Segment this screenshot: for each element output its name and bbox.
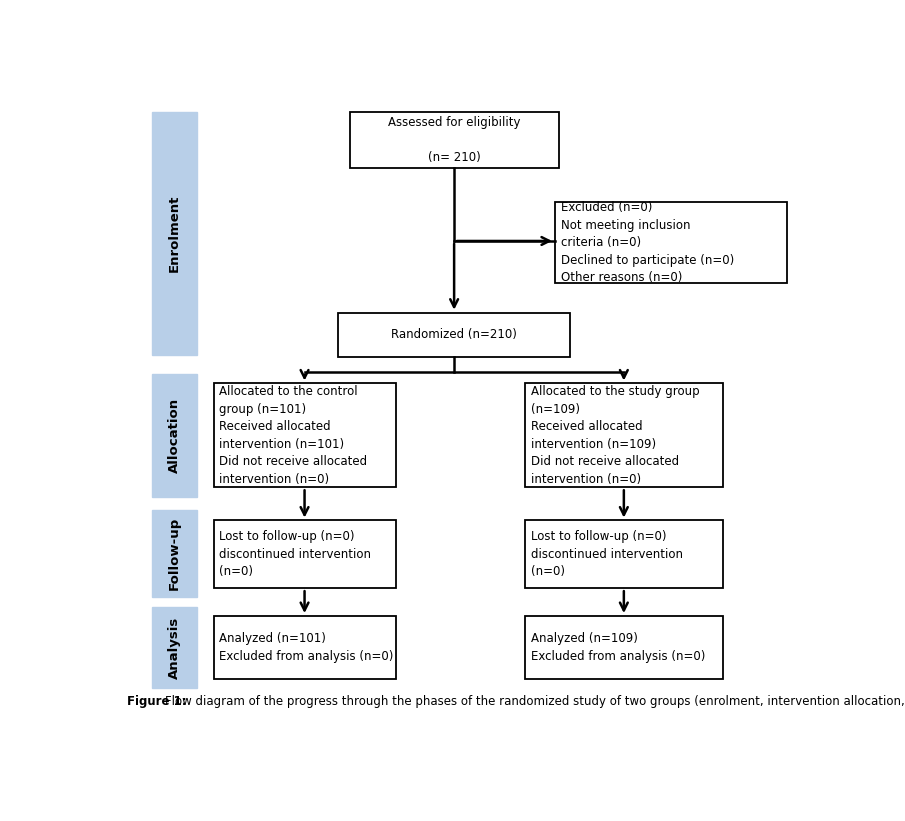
Text: Assessed for eligibility

(n= 210): Assessed for eligibility (n= 210) — [388, 116, 520, 164]
Bar — [152, 511, 196, 597]
Text: Lost to follow-up (n=0)
discontinued intervention
(n=0): Lost to follow-up (n=0) discontinued int… — [219, 530, 371, 578]
Text: Lost to follow-up (n=0)
discontinued intervention
(n=0): Lost to follow-up (n=0) discontinued int… — [531, 530, 683, 578]
Bar — [152, 112, 196, 355]
Text: Allocated to the control
group (n=101)
Received allocated
intervention (n=101)
D: Allocated to the control group (n=101) R… — [219, 385, 367, 486]
Text: Figure 1:: Figure 1: — [127, 695, 191, 709]
Bar — [526, 521, 723, 588]
Text: Randomized (n=210): Randomized (n=210) — [391, 328, 517, 342]
Text: Flow diagram of the progress through the phases of the randomized study of two g: Flow diagram of the progress through the… — [165, 695, 905, 709]
Bar — [214, 383, 396, 488]
Text: Analyzed (n=109)
Excluded from analysis (n=0): Analyzed (n=109) Excluded from analysis … — [531, 632, 705, 663]
Text: Excluded (n=0)
Not meeting inclusion
criteria (n=0)
Declined to participate (n=0: Excluded (n=0) Not meeting inclusion cri… — [561, 201, 734, 284]
Bar — [214, 521, 396, 588]
Bar — [349, 112, 558, 167]
Bar — [526, 616, 723, 679]
Bar — [526, 383, 723, 488]
Bar — [555, 203, 787, 283]
Bar — [152, 607, 196, 688]
Bar — [152, 374, 196, 498]
Text: Follow-up: Follow-up — [167, 517, 181, 590]
Text: Enrolment: Enrolment — [167, 195, 181, 273]
Bar — [338, 313, 570, 357]
Text: Analysis: Analysis — [167, 617, 181, 679]
Text: Allocation: Allocation — [167, 398, 181, 474]
Text: Allocated to the study group
(n=109)
Received allocated
intervention (n=109)
Did: Allocated to the study group (n=109) Rec… — [531, 385, 700, 486]
Text: Analyzed (n=101)
Excluded from analysis (n=0): Analyzed (n=101) Excluded from analysis … — [219, 632, 394, 663]
Bar — [214, 616, 396, 679]
